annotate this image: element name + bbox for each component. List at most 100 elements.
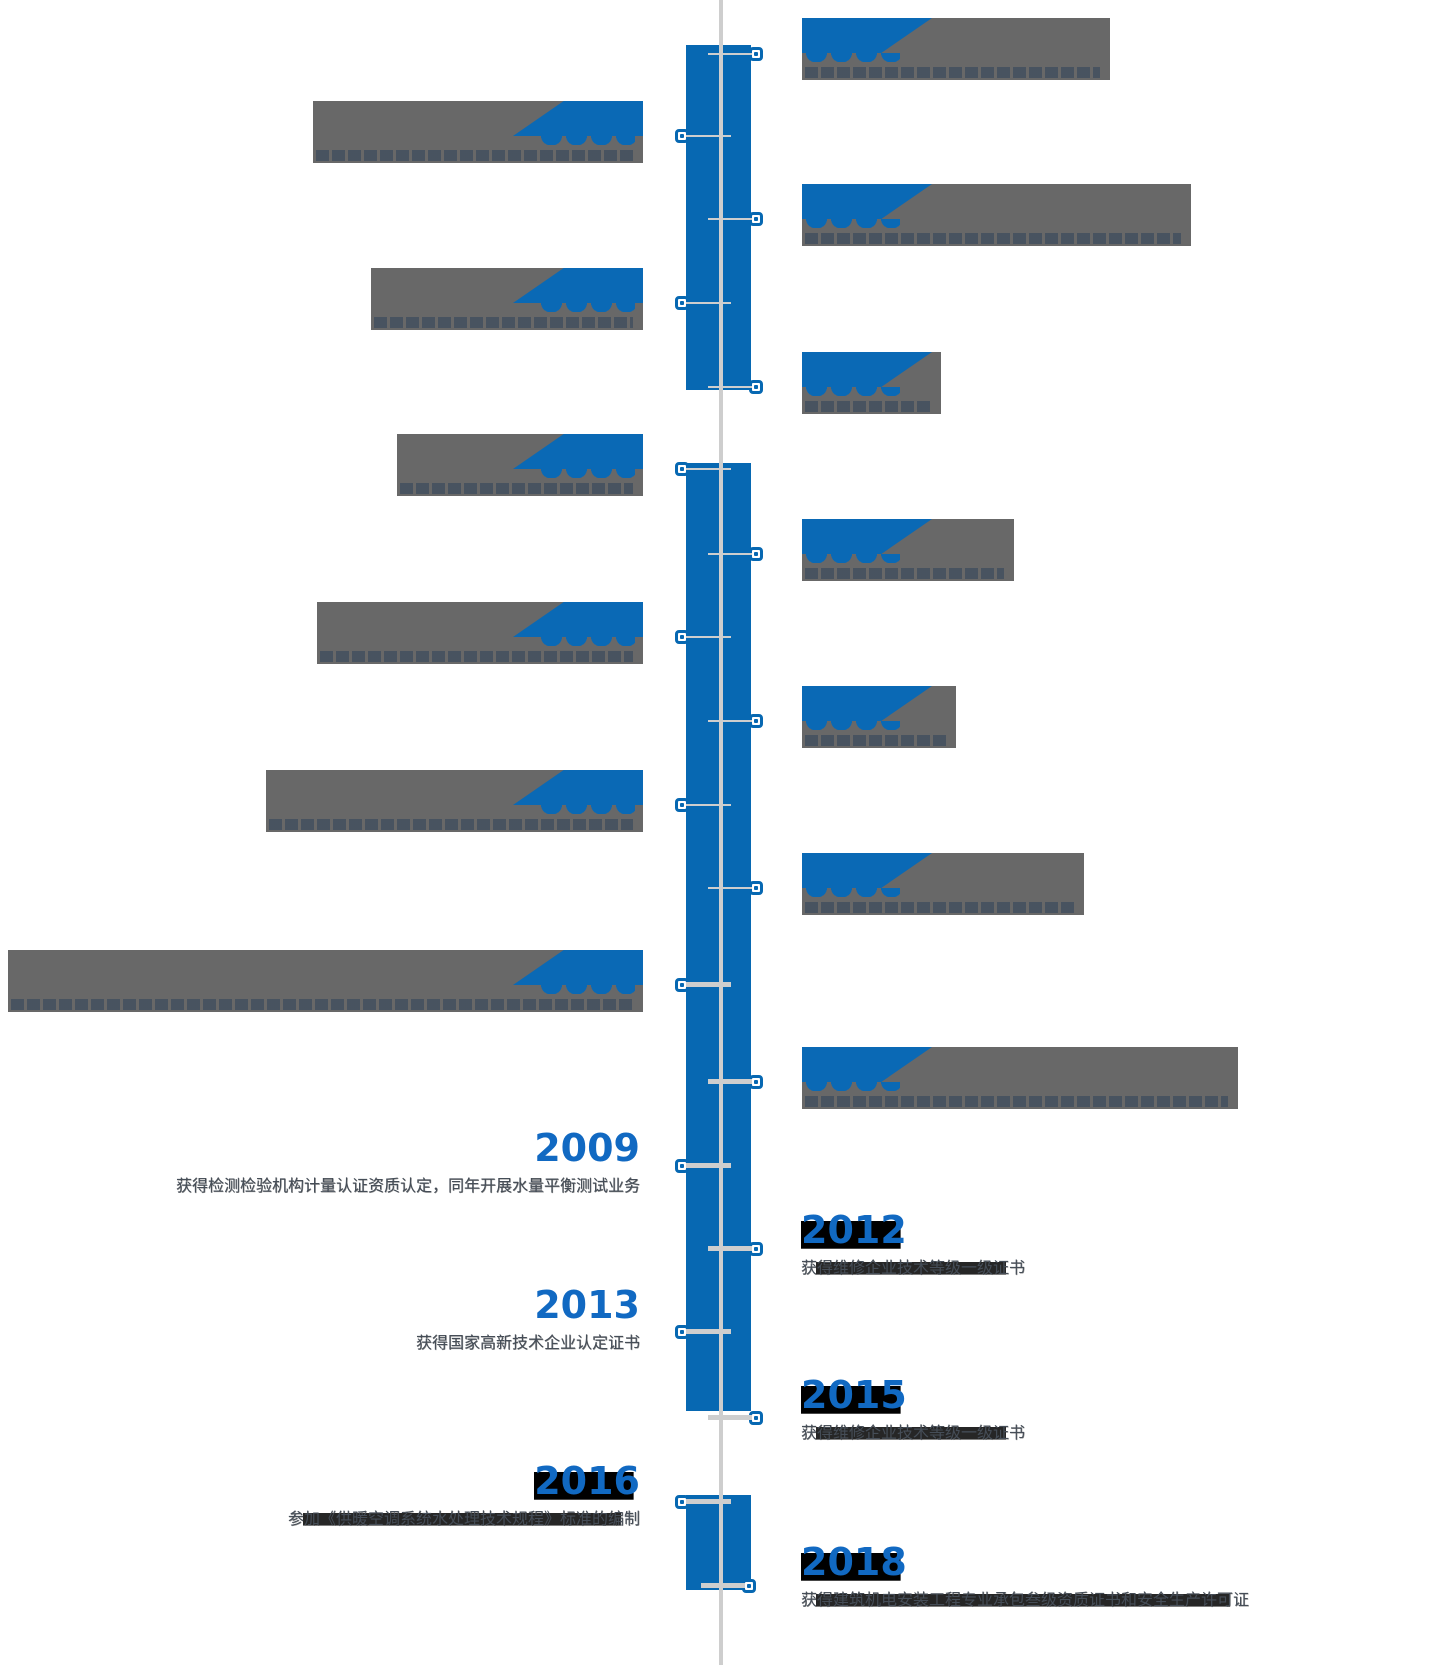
year-ghost-shape <box>513 268 643 303</box>
masked-text-fragments <box>320 651 633 662</box>
masked-text-fragments <box>805 735 946 746</box>
timeline-entry-masked <box>371 268 643 330</box>
year-ghost-shape <box>802 184 932 219</box>
entry-year: 2018 <box>801 1540 907 1584</box>
masked-content-bar <box>802 352 941 414</box>
year-ghost-shape <box>513 434 643 469</box>
year-digit-fragments <box>539 303 635 312</box>
entry-year: 2016 <box>534 1459 640 1503</box>
entry-description: 获得维修企业技术等级一级证书 <box>801 1423 1026 1442</box>
masked-text-fragments <box>805 233 1181 244</box>
masked-text-fragments <box>805 902 1074 913</box>
timeline-entry-masked <box>317 602 643 664</box>
masked-text-fragments <box>400 483 633 494</box>
masked-text-fragments <box>805 67 1100 78</box>
year-digit-fragments <box>804 888 900 897</box>
timeline-node-marker <box>708 212 763 226</box>
timeline-entry-masked <box>802 184 1191 246</box>
timeline-entry-masked <box>802 18 1110 80</box>
masked-content-bar <box>397 434 643 496</box>
year-digit-fragments <box>804 721 900 730</box>
year-digit-fragments <box>804 387 900 396</box>
year-digit-fragments <box>539 469 635 478</box>
timeline-node-marker <box>708 380 763 394</box>
year-ghost-shape <box>513 602 643 637</box>
timeline-entry-masked <box>802 1047 1238 1109</box>
masked-text-fragments <box>11 999 633 1010</box>
year-digit-fragments <box>804 1082 900 1091</box>
year-digit-fragments <box>539 985 635 994</box>
entry-description: 参加《供暖空调系统水处理技术规程》标准的编制 <box>287 1509 640 1528</box>
timeline-node-marker <box>708 881 763 895</box>
masked-text-fragments <box>316 150 633 161</box>
year-ghost-shape <box>802 686 932 721</box>
timeline-node-marker <box>708 1411 763 1425</box>
year-ghost-shape <box>802 352 932 387</box>
masked-content-bar <box>8 950 643 1012</box>
timeline-entry-2015: 2015 获得维修企业技术等级一级证书 <box>801 1373 1026 1442</box>
entry-year: 2015 <box>801 1373 907 1417</box>
timeline-node-marker <box>675 798 731 812</box>
year-ghost-shape <box>513 950 643 985</box>
timeline-axis-segment <box>686 463 751 1411</box>
timeline-node-marker <box>675 1495 731 1509</box>
timeline-entry-masked <box>802 853 1084 915</box>
year-digit-fragments <box>539 136 635 145</box>
timeline-axis-line <box>719 0 723 1665</box>
masked-content-bar <box>802 853 1084 915</box>
masked-text-fragments <box>269 819 633 830</box>
entry-description: 获得国家高新技术企业认定证书 <box>415 1333 640 1352</box>
masked-content-bar <box>371 268 643 330</box>
masked-content-bar <box>802 519 1014 581</box>
timeline-node-marker <box>675 1159 731 1173</box>
timeline-node-marker <box>675 1325 731 1339</box>
year-digit-fragments <box>804 554 900 563</box>
masked-content-bar <box>266 770 643 832</box>
masked-content-bar <box>317 602 643 664</box>
timeline-entry-masked <box>802 686 956 748</box>
year-ghost-shape <box>513 770 643 805</box>
year-ghost-shape <box>802 853 932 888</box>
entry-description: 获得检测检验机构计量认证资质认定，同年开展水量平衡测试业务 <box>175 1176 640 1195</box>
timeline-axis-segment <box>686 1495 751 1590</box>
masked-text-fragments <box>805 1096 1228 1107</box>
timeline-entry-2009: 2009 获得检测检验机构计量认证资质认定，同年开展水量平衡测试业务 <box>176 1126 640 1195</box>
timeline-axis-segment <box>686 45 751 390</box>
year-ghost-shape <box>513 101 643 136</box>
timeline-node-marker <box>675 630 731 644</box>
timeline-node-marker <box>708 547 763 561</box>
timeline-entry-masked <box>802 352 941 414</box>
timeline-node-marker <box>708 47 763 61</box>
timeline-node-marker <box>675 129 731 143</box>
timeline-entry-2013: 2013 获得国家高新技术企业认定证书 <box>416 1283 640 1352</box>
entry-description: 获得建筑机电安装工程专业承包叁级资质证书和安全生产许可证 <box>801 1590 1250 1609</box>
masked-text-fragments <box>374 317 633 328</box>
year-ghost-shape <box>802 1047 932 1082</box>
timeline-entry-masked <box>8 950 643 1012</box>
year-digit-fragments <box>804 219 900 228</box>
year-digit-fragments <box>539 805 635 814</box>
entry-description: 获得维修企业技术等级一级证书 <box>801 1258 1026 1277</box>
entry-year: 2013 <box>534 1283 640 1327</box>
year-digit-fragments <box>539 637 635 646</box>
timeline-node-marker <box>675 296 731 310</box>
year-digit-fragments <box>804 53 900 62</box>
entry-year: 2009 <box>534 1126 640 1170</box>
timeline-entry-masked <box>266 770 643 832</box>
timeline-entry-masked <box>802 519 1014 581</box>
timeline-entry-2012: 2012 获得维修企业技术等级一级证书 <box>801 1208 1026 1277</box>
timeline-node-marker <box>708 1242 763 1256</box>
masked-text-fragments <box>805 401 931 412</box>
timeline-entry-2016: 2016 参加《供暖空调系统水处理技术规程》标准的编制 <box>287 1459 640 1528</box>
timeline-node-marker <box>708 714 763 728</box>
timeline-node-marker <box>708 1075 763 1089</box>
year-ghost-shape <box>802 519 932 554</box>
entry-year: 2012 <box>801 1208 907 1252</box>
masked-text-fragments <box>805 568 1004 579</box>
masked-content-bar <box>802 686 956 748</box>
timeline-entry-masked <box>313 101 643 163</box>
masked-content-bar <box>802 184 1191 246</box>
timeline-entry-masked <box>397 434 643 496</box>
timeline-node-marker <box>675 978 731 992</box>
masked-content-bar <box>802 1047 1238 1109</box>
